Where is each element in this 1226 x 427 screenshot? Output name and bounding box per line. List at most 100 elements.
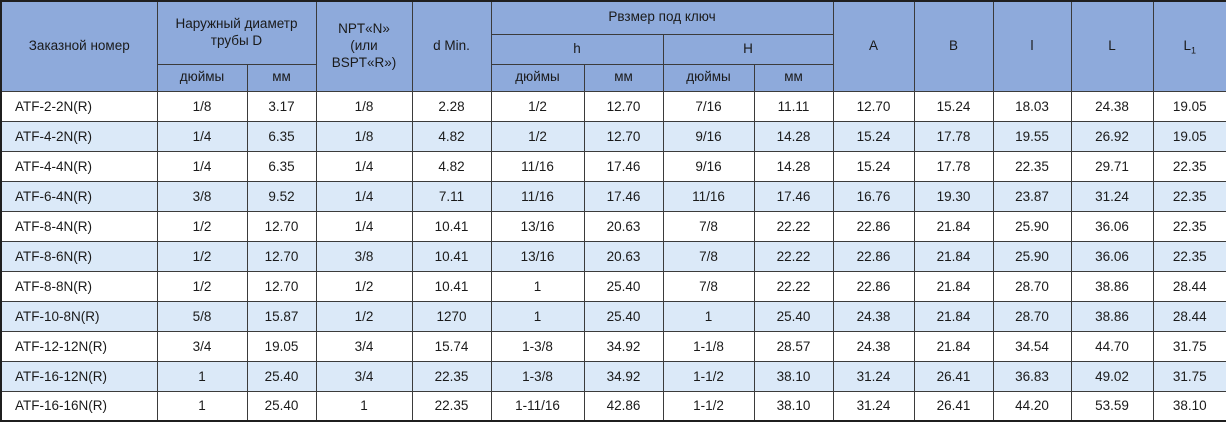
value-cell: 11/16 [490,150,585,182]
header-col-A: A [832,0,915,92]
value-cell: 11/16 [662,180,755,212]
value-cell: 4.82 [411,120,492,152]
header-D-inches: дюймы [156,63,248,92]
value-cell: 10.41 [411,210,492,242]
value-cell: 22.86 [832,270,915,302]
value-cell: 24.38 [832,330,915,362]
value-cell: 12.70 [246,210,317,242]
value-cell: 22.22 [753,240,834,272]
value-cell: 38.10 [753,390,834,422]
value-cell: 25.40 [246,360,317,392]
value-cell: 1/4 [315,210,413,242]
value-cell: 44.20 [992,390,1072,422]
value-cell: 13/16 [490,240,585,272]
value-cell: 1 [156,360,248,392]
table-row: ATF-4-2N(R) 1/4 6.35 1/8 4.82 1/2 12.70 9/16 14.… [0,120,1226,152]
header-h-mm: мм [583,63,664,92]
value-cell: 2.28 [411,90,492,122]
value-cell: 22.22 [753,270,834,302]
value-cell: 1-3/8 [490,360,585,392]
order-number-cell: ATF-8-6N(R) [0,240,158,272]
table-row: ATF-6-4N(R) 3/8 9.52 1/4 7.11 11/16 17.46 11/16… [0,180,1226,212]
value-cell: 16.76 [832,180,915,212]
value-cell: 1 [315,390,413,422]
value-cell: 36.06 [1070,210,1154,242]
value-cell: 1 [156,390,248,422]
order-number-cell: ATF-10-8N(R) [0,300,158,332]
table-row: ATF-16-12N(R) 1 25.40 3/4 22.35 1-3/8 34.92 1-1… [0,360,1226,392]
value-cell: 1/4 [315,150,413,182]
value-cell: 21.84 [913,240,994,272]
value-cell: 15.24 [832,120,915,152]
table-body: ATF-2-2N(R) 1/8 3.17 1/8 2.28 1/2 12.70 7/16 11.… [0,90,1226,422]
value-cell: 12.70 [583,90,664,122]
order-number-cell: ATF-16-16N(R) [0,390,158,422]
value-cell: 17.78 [913,150,994,182]
header-H-mm: мм [753,63,834,92]
value-cell: 22.35 [1152,180,1226,212]
value-cell: 21.84 [913,330,994,362]
value-cell: 9.52 [246,180,317,212]
table-row: ATF-8-6N(R) 1/2 12.70 3/8 10.41 13/16 20.63 7/8… [0,240,1226,272]
value-cell: 1/2 [156,210,248,242]
header-outer-diameter: Наружный диаметр трубы D [156,0,317,65]
value-cell: 7/16 [662,90,755,122]
value-cell: 44.70 [1070,330,1154,362]
value-cell: 1/2 [490,90,585,122]
value-cell: 14.28 [753,150,834,182]
value-cell: 1-1/2 [662,390,755,422]
value-cell: 38.10 [1152,390,1226,422]
value-cell: 49.02 [1070,360,1154,392]
value-cell: 1/8 [156,90,248,122]
order-number-cell: ATF-4-4N(R) [0,150,158,182]
header-col-H: H [662,33,834,65]
value-cell: 24.38 [1070,90,1154,122]
value-cell: 22.86 [832,240,915,272]
header-H-inches: дюймы [662,63,755,92]
value-cell: 19.55 [992,120,1072,152]
value-cell: 26.41 [913,360,994,392]
table-row: ATF-4-4N(R) 1/4 6.35 1/4 4.82 11/16 17.46 9/16 1… [0,150,1226,182]
order-number-cell: ATF-8-4N(R) [0,210,158,242]
value-cell: 31.24 [832,360,915,392]
value-cell: 7/8 [662,240,755,272]
value-cell: 34.92 [583,330,664,362]
value-cell: 26.92 [1070,120,1154,152]
value-cell: 25.40 [753,300,834,332]
value-cell: 3/8 [315,240,413,272]
value-cell: 34.54 [992,330,1072,362]
value-cell: 28.44 [1152,270,1226,302]
value-cell: 3/8 [156,180,248,212]
value-cell: 15.24 [832,150,915,182]
value-cell: 1/4 [315,180,413,212]
header-col-L1: L1 [1152,0,1226,92]
value-cell: 20.63 [583,240,664,272]
value-cell: 25.40 [583,270,664,302]
header-col-L: L [1070,0,1154,92]
header-row-1: Заказной номер Наружный диаметр трубы D … [0,0,1226,92]
value-cell: 1-1/2 [662,360,755,392]
value-cell: 5/8 [156,300,248,332]
header-col-h: h [490,33,664,65]
value-cell: 1 [490,270,585,302]
value-cell: 19.30 [913,180,994,212]
value-cell: 1/4 [156,120,248,152]
value-cell: 22.35 [1152,210,1226,242]
header-wrench-size: Рвзмер под ключ [490,0,834,35]
value-cell: 12.70 [832,90,915,122]
value-cell: 24.38 [832,300,915,332]
order-number-cell: ATF-2-2N(R) [0,90,158,122]
value-cell: 31.24 [1070,180,1154,212]
table-row: ATF-8-4N(R) 1/2 12.70 1/4 10.41 13/16 20.63 7/8… [0,210,1226,242]
value-cell: 7.11 [411,180,492,212]
value-cell: 38.10 [753,360,834,392]
value-cell: 19.05 [246,330,317,362]
value-cell: 22.22 [753,210,834,242]
value-cell: 3.17 [246,90,317,122]
table-row: ATF-16-16N(R) 1 25.40 1 22.35 1-11/16 42.86 1-1… [0,390,1226,422]
value-cell: 17.78 [913,120,994,152]
header-d-min: d Min. [411,0,492,92]
value-cell: 17.46 [753,180,834,212]
value-cell: 31.75 [1152,330,1226,362]
